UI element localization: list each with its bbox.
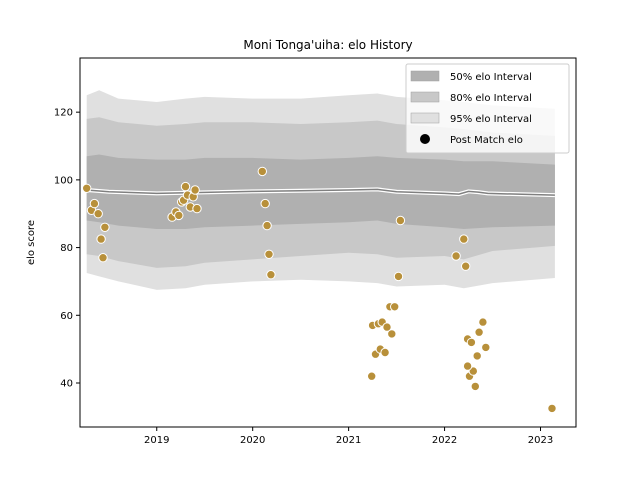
data-point xyxy=(93,209,103,219)
legend: 50% elo Interval 80% elo Interval 95% elo … xyxy=(405,63,570,154)
legend-label: 80% elo Interval xyxy=(450,93,532,104)
x-tick-label: 2019 xyxy=(144,435,169,446)
y-tick-label: 40 xyxy=(60,378,73,389)
x-tick-label: 2023 xyxy=(528,435,553,446)
data-point xyxy=(474,327,484,337)
legend-label: 50% elo Interval xyxy=(450,72,532,83)
data-point xyxy=(190,185,200,195)
legend-box xyxy=(405,63,570,154)
data-point xyxy=(461,261,471,271)
data-point xyxy=(481,342,491,353)
legend-swatch xyxy=(410,70,440,82)
chart-title: Moni Tonga'uiha: elo History xyxy=(243,38,412,52)
data-point xyxy=(262,220,272,231)
data-point xyxy=(390,302,400,312)
data-point xyxy=(387,329,397,339)
mean-line xyxy=(86,188,555,196)
x-tick-label: 2021 xyxy=(336,435,361,446)
legend-marker xyxy=(420,134,430,144)
post-match-points xyxy=(82,166,557,414)
data-point xyxy=(257,166,267,177)
y-tick-label: 60 xyxy=(60,311,73,322)
data-point xyxy=(82,183,92,194)
data-point xyxy=(264,249,274,260)
data-point xyxy=(380,347,390,358)
mean-elo-line xyxy=(86,187,555,198)
y-axis-label: elo score xyxy=(26,220,37,265)
data-point xyxy=(367,371,377,381)
legend-label: 95% elo Interval xyxy=(450,114,532,125)
data-point xyxy=(459,234,469,244)
axes-frame xyxy=(79,57,577,428)
data-point xyxy=(382,322,392,332)
data-point xyxy=(470,381,480,392)
data-point xyxy=(180,181,191,192)
x-axis-ticks: 2019 2020 2021 2022 2023 xyxy=(144,427,553,446)
data-point xyxy=(192,203,202,214)
data-point xyxy=(395,215,406,226)
y-axis-ticks: 40 60 80 100 120 xyxy=(54,108,80,389)
data-point xyxy=(89,198,100,209)
y-tick-label: 100 xyxy=(54,175,73,186)
data-point xyxy=(393,271,404,282)
data-point xyxy=(100,222,110,233)
data-point xyxy=(466,337,477,348)
data-point xyxy=(174,210,184,221)
data-point xyxy=(266,270,276,280)
data-point xyxy=(462,361,473,371)
data-point xyxy=(260,198,270,209)
data-point xyxy=(98,253,108,263)
legend-label: Post Match elo xyxy=(450,135,523,146)
data-point xyxy=(96,234,106,244)
data-point xyxy=(472,351,482,361)
x-tick-label: 2022 xyxy=(432,435,457,446)
data-point xyxy=(478,317,488,327)
data-point xyxy=(451,251,461,261)
y-tick-label: 80 xyxy=(60,243,73,254)
legend-swatch xyxy=(410,91,440,103)
y-tick-label: 120 xyxy=(54,108,73,119)
data-point xyxy=(547,403,557,414)
legend-swatch xyxy=(410,112,440,124)
x-tick-label: 2020 xyxy=(240,435,265,446)
